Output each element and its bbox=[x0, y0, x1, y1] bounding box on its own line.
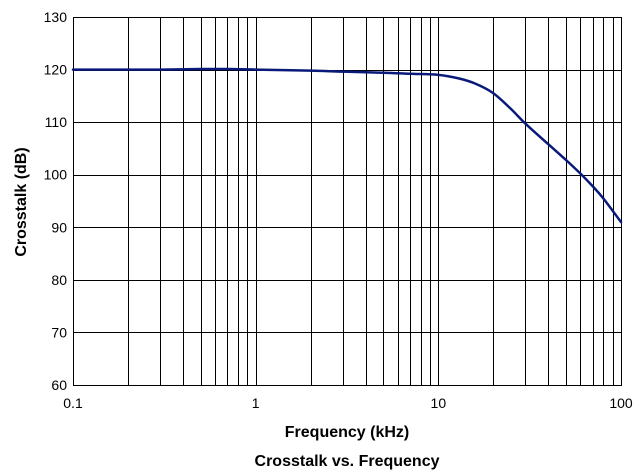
x-tick-label: 1 bbox=[252, 395, 260, 411]
x-axis-title: Frequency (kHz) bbox=[285, 424, 409, 441]
x-axis-ticks: 0.1 1 10 100 bbox=[63, 395, 633, 411]
y-tick-label: 120 bbox=[44, 62, 68, 78]
x-tick-label: 100 bbox=[609, 395, 633, 411]
y-axis-title: Crosstalk (dB) bbox=[13, 147, 30, 256]
y-tick-label: 130 bbox=[44, 9, 68, 25]
chart-title: Crosstalk vs. Frequency bbox=[255, 453, 440, 470]
x-tick-label: 10 bbox=[431, 395, 447, 411]
series-layer bbox=[71, 67, 623, 224]
y-tick-label: 90 bbox=[51, 219, 67, 235]
y-tick-label: 100 bbox=[44, 167, 68, 183]
y-tick-label: 70 bbox=[51, 324, 67, 340]
y-axis-ticks: 60 70 80 90 100 110 120 130 bbox=[44, 9, 68, 393]
y-tick-label: 110 bbox=[45, 114, 68, 130]
crosstalk-series-line bbox=[71, 67, 623, 224]
y-tick-label: 80 bbox=[51, 272, 67, 288]
y-tick-label: 60 bbox=[51, 377, 67, 393]
x-tick-label: 0.1 bbox=[63, 395, 83, 411]
grid bbox=[73, 17, 621, 386]
plot-area-border bbox=[73, 17, 622, 386]
